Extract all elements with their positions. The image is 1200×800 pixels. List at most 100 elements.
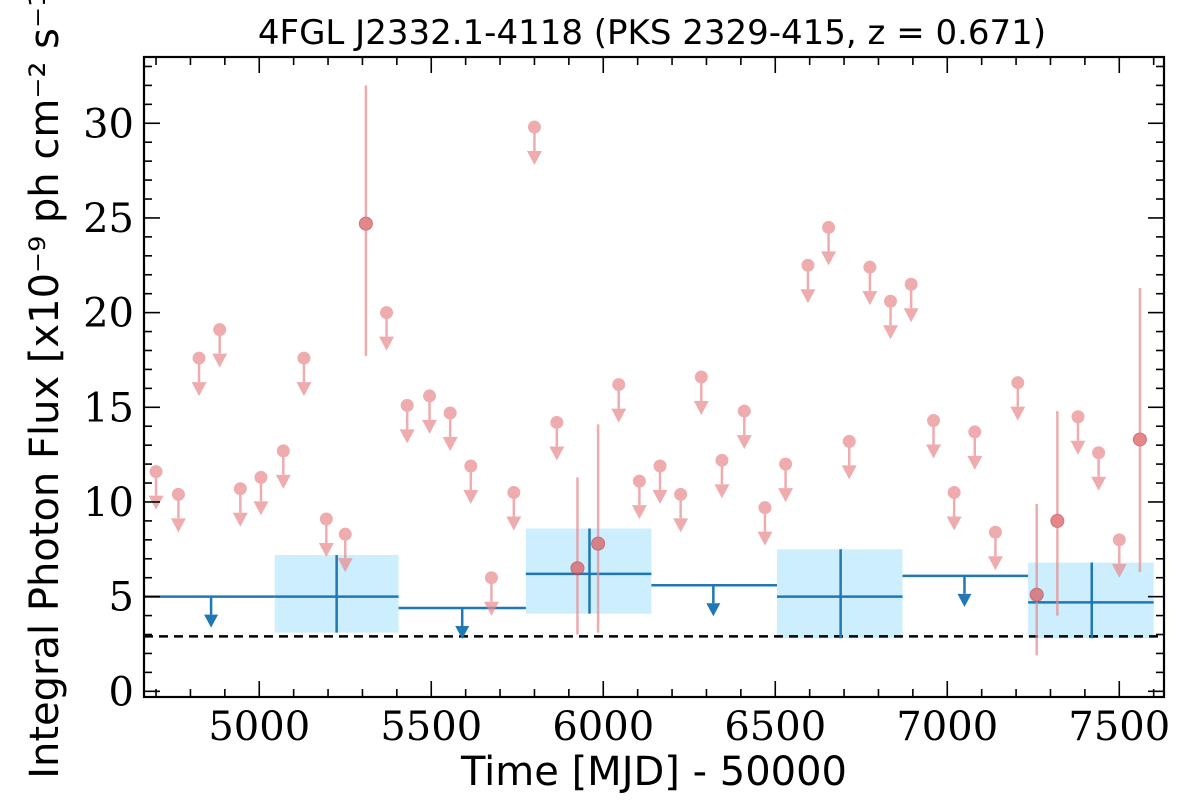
short-bin-upper-limit [631, 474, 647, 520]
short-bin-limit-point [674, 487, 688, 501]
short-bin-limit-point [884, 294, 898, 308]
x-tick-label: 5500 [380, 704, 482, 750]
long-bin-detection [1028, 562, 1154, 639]
short-bin-limit-arrow [232, 512, 248, 527]
short-bin-limit-arrow [926, 444, 942, 459]
short-bin-limit-arrow [1091, 476, 1107, 491]
short-bin-limit-point [968, 425, 982, 439]
short-bin-limit-point [779, 457, 793, 471]
short-bin-limit-arrow [422, 419, 438, 434]
short-bin-detection [591, 424, 606, 633]
short-bin-detection-point [1050, 513, 1065, 528]
short-bin-limit-point [632, 474, 646, 488]
short-bin-limit-point [550, 415, 564, 429]
y-tick-label: 0 [109, 669, 134, 715]
short-bin-limit-point [612, 378, 626, 392]
short-bin-limit-arrow [253, 501, 269, 516]
short-bin-upper-limit [987, 525, 1003, 571]
short-bin-limit-point [213, 323, 227, 337]
short-bin-upper-limit [800, 258, 816, 304]
short-bin-limit-arrow [946, 516, 962, 531]
short-bin-limit-point [694, 370, 708, 384]
short-bin-upper-limit [673, 487, 689, 533]
short-bin-upper-limit [778, 457, 794, 503]
long-bin-upper-limit [398, 606, 526, 640]
short-bin-upper-limit [483, 571, 499, 616]
long-bin-upper-limit [144, 595, 275, 628]
axis-ticks [144, 57, 1164, 697]
short-bin-limit-point [400, 398, 414, 412]
short-bin-detection [1050, 411, 1065, 616]
short-bin-limit-arrow [967, 455, 983, 470]
y-tick-label: 10 [83, 480, 134, 526]
long-bin-upper-limit [651, 584, 777, 617]
short-bin-upper-limit [841, 434, 857, 480]
short-bin-limit-arrow [673, 518, 689, 533]
short-bin-upper-limit [757, 501, 773, 546]
short-bin-limit-point [149, 465, 163, 479]
short-bin-limit-arrow [212, 353, 228, 368]
short-bin-limit-point [1092, 446, 1106, 460]
short-bin-upper-limit [1111, 533, 1127, 578]
short-bin-limit-arrow [483, 601, 499, 616]
short-bin-limit-point [822, 220, 836, 234]
short-bin-limit-point [927, 414, 941, 428]
short-bin-limit-arrow [987, 556, 1003, 571]
short-bin-limit-arrow [442, 436, 458, 451]
short-bin-detection-point [570, 561, 585, 576]
short-bin-upper-limit [253, 470, 269, 516]
short-bin-limit-point [423, 389, 437, 403]
short-bin-limit-arrow [526, 151, 542, 166]
short-bin-upper-limit [191, 351, 207, 397]
short-bin-limit-point [737, 404, 751, 418]
x-tick-label: 6500 [724, 704, 826, 750]
short-bin-upper-limit [611, 378, 627, 423]
short-bin-limit-point [507, 486, 521, 500]
x-tick-label: 7500 [1068, 704, 1170, 750]
long-bin-limit-arrow [706, 603, 721, 617]
x-tick-labels: 5000 5500 6000 6500 7000 7500 [208, 704, 1170, 750]
short-bin-upper-limit [212, 323, 228, 368]
short-bin-limit-arrow [337, 558, 353, 573]
short-bin-upper-limit [526, 120, 542, 166]
short-bin-limit-arrow [170, 518, 186, 533]
short-bin-upper-limit [296, 351, 312, 397]
short-bin-upper-limit [232, 482, 248, 527]
short-bin-limit-arrow [506, 516, 522, 531]
long-bin-detection [525, 528, 652, 614]
short-bin-detection-point [358, 216, 373, 231]
short-bin-limit-arrow [379, 336, 395, 351]
short-bin-limit-point [653, 459, 667, 473]
short-bin-upper-limit [379, 306, 395, 351]
short-bin-limit-point [715, 453, 729, 467]
short-bin-detection [358, 85, 373, 357]
short-bin-upper-limit [170, 487, 186, 533]
short-bin-upper-limit [652, 459, 668, 504]
short-bin-limit-arrow [318, 543, 334, 558]
y-tick-label: 5 [109, 575, 134, 621]
long-bin-limit-arrow [455, 626, 470, 640]
short-bin-limit-arrow [1070, 440, 1086, 455]
short-bin-upper-limit [442, 406, 458, 451]
short-bin-limit-point [842, 434, 856, 448]
short-bin-limit-point [192, 351, 206, 365]
short-bin-limit-point [254, 470, 268, 484]
short-bin-limit-arrow [903, 308, 919, 323]
long-bin-upper-limit [902, 574, 1029, 607]
short-bin-upper-limit [1091, 446, 1107, 491]
x-tick-label: 7000 [896, 704, 998, 750]
short-bin-limit-point [380, 306, 394, 320]
long-bin-detection [776, 549, 903, 639]
short-bin-limit-arrow [275, 474, 291, 489]
short-bin-limit-arrow [714, 484, 730, 499]
short-bin-limit-point [319, 512, 333, 526]
short-bin-upper-limit [422, 389, 438, 434]
short-bin-detection-point [1029, 587, 1044, 602]
x-axis-label: Time [MJD] - 50000 [460, 749, 847, 795]
short-bin-limit-arrow [296, 382, 312, 397]
short-bin-limit-arrow [800, 289, 816, 304]
short-bin-limit-point [947, 486, 961, 500]
short-bin-detection-point [1132, 432, 1147, 447]
short-bin-limit-point [863, 260, 877, 274]
